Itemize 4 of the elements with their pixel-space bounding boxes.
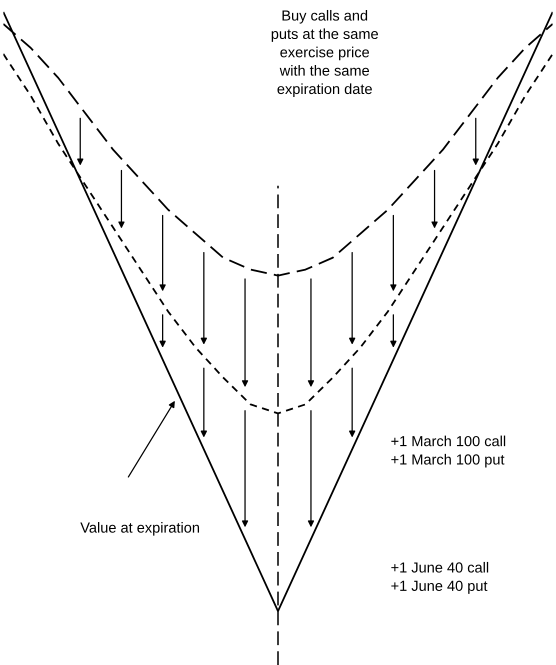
annotation: Buy calls and puts at the same exercise price with the same expiration date (272, 10, 378, 97)
annotation: +1 June 40 call +1 June 40 put (391, 562, 488, 594)
annotation: Value at expiration (80, 522, 200, 536)
annotation: +1 March 100 call +1 March 100 put (391, 436, 506, 468)
